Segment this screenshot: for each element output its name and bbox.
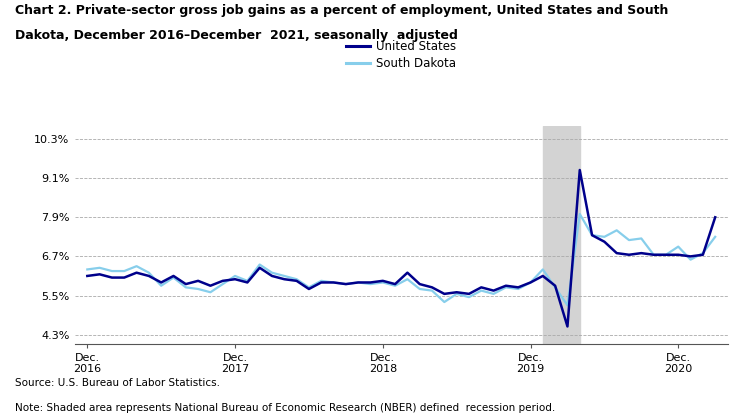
- Legend: United States, South Dakota: United States, South Dakota: [346, 40, 456, 70]
- Text: Chart 2. Private-sector gross job gains as a percent of employment, United State: Chart 2. Private-sector gross job gains …: [15, 4, 668, 17]
- Text: Dakota, December 2016–December  2021, seasonally  adjusted: Dakota, December 2016–December 2021, sea…: [15, 29, 458, 42]
- Bar: [543, 126, 580, 344]
- Text: Source: U.S. Bureau of Labor Statistics.: Source: U.S. Bureau of Labor Statistics.: [15, 378, 220, 388]
- Text: Note: Shaded area represents National Bureau of Economic Research (NBER) defined: Note: Shaded area represents National Bu…: [15, 403, 555, 413]
